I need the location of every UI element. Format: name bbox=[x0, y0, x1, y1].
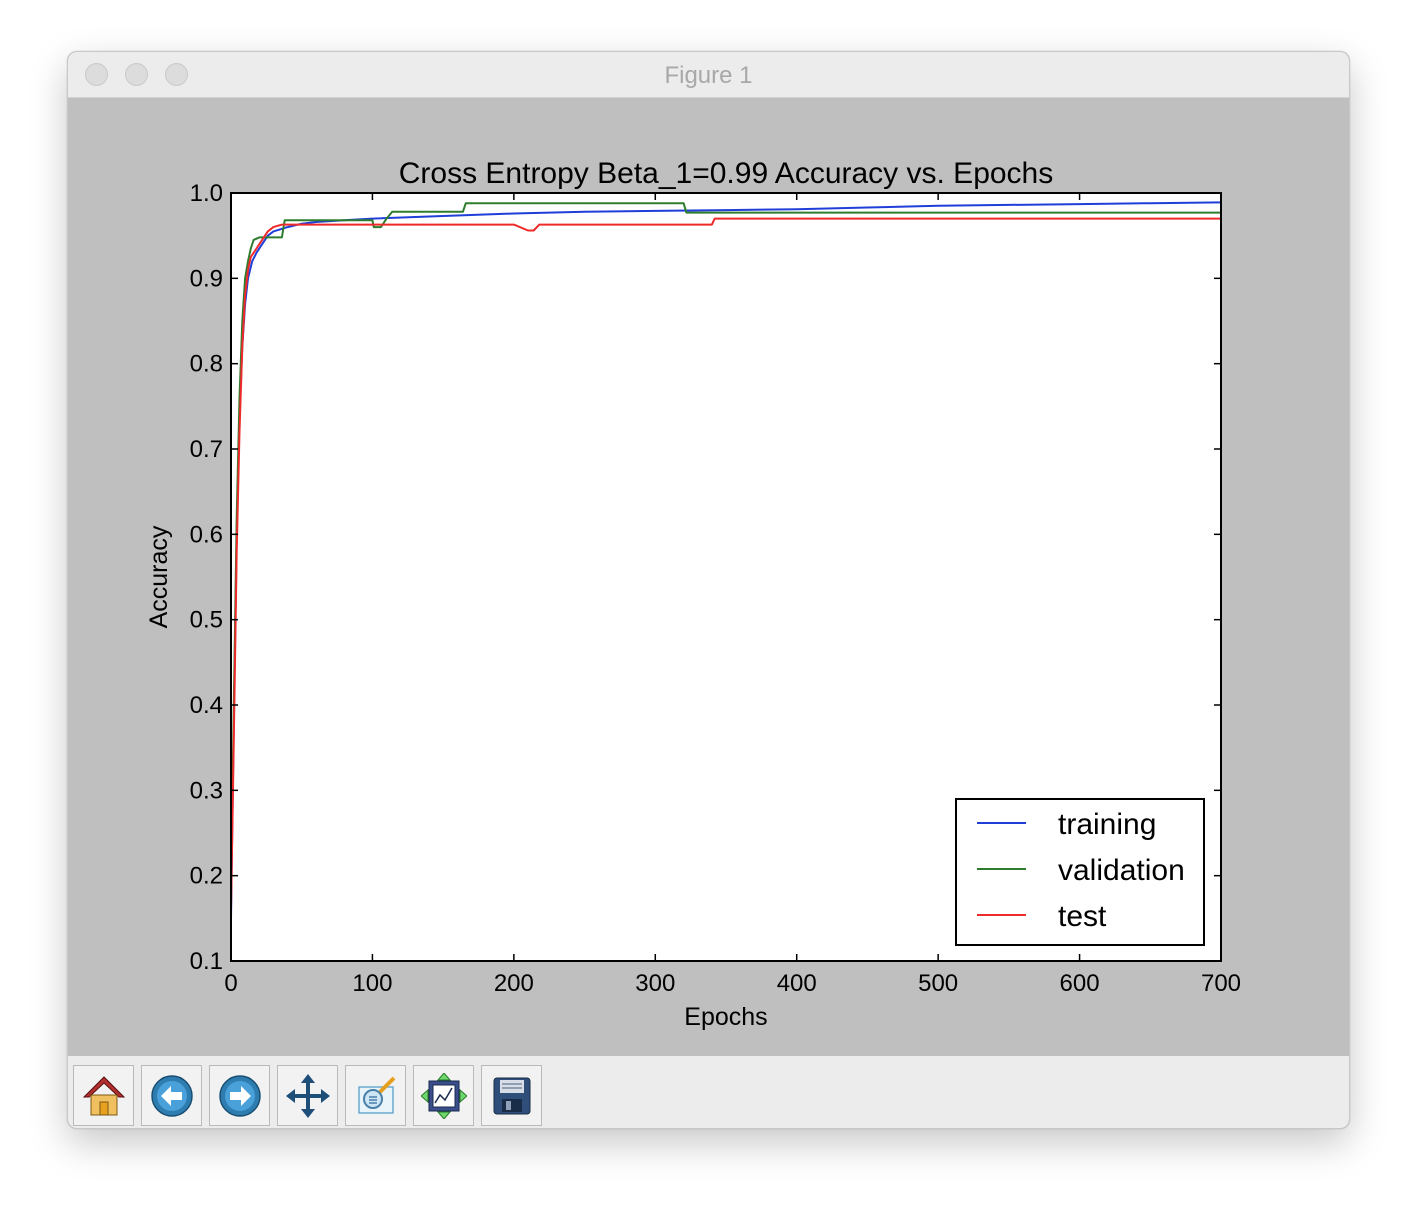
x-tick-label: 700 bbox=[1201, 970, 1241, 997]
subplots-config-icon bbox=[421, 1073, 467, 1119]
legend-label-test: test bbox=[1058, 900, 1107, 933]
configure-subplots-button[interactable] bbox=[413, 1065, 474, 1126]
minimize-window-button[interactable] bbox=[125, 63, 148, 86]
figure-window: Figure 1 0 100 200 300 400 500 600 700 0.1 0.2 0.3… bbox=[67, 51, 1350, 1129]
y-tick-label: 1.0 bbox=[190, 180, 223, 207]
zoom-rect-icon bbox=[358, 1076, 396, 1114]
chart: 0 100 200 300 400 500 600 700 0.1 0.2 0.3 0.4 0.5 0.6… bbox=[145, 157, 1241, 1031]
figure-canvas: 0 100 200 300 400 500 600 700 0.1 0.2 0.3 0.4 0.5 0.6… bbox=[68, 98, 1349, 1056]
home-icon bbox=[82, 1076, 126, 1116]
save-button[interactable] bbox=[481, 1065, 542, 1126]
zoom-window-button[interactable] bbox=[165, 63, 188, 86]
series-line-test bbox=[231, 217, 1221, 910]
chart-title: Cross Entropy Beta_1=0.99 Accuracy vs. E… bbox=[399, 157, 1054, 190]
window-title: Figure 1 bbox=[664, 62, 753, 89]
y-tick-label: 0.8 bbox=[190, 351, 223, 378]
series-layer bbox=[231, 201, 1221, 919]
home-button[interactable] bbox=[73, 1065, 134, 1126]
x-axis-label: Epochs bbox=[684, 1003, 767, 1031]
title-bar: Figure 1 bbox=[68, 52, 1349, 98]
legend: training validation test bbox=[955, 798, 1205, 946]
pan-arrows-icon bbox=[286, 1074, 330, 1118]
x-tick-label: 400 bbox=[777, 970, 817, 997]
x-tick-label: 200 bbox=[494, 970, 534, 997]
y-tick-label: 0.3 bbox=[190, 777, 223, 804]
y-tick-label: 0.2 bbox=[190, 863, 223, 890]
y-tick-label: 0.4 bbox=[190, 692, 223, 719]
zoom-button[interactable] bbox=[345, 1065, 406, 1126]
navigation-toolbar bbox=[68, 1056, 1349, 1128]
back-arrow-icon bbox=[151, 1075, 193, 1117]
x-tick-label: 0 bbox=[224, 970, 237, 997]
back-button[interactable] bbox=[141, 1065, 202, 1126]
x-tick-label: 300 bbox=[635, 970, 675, 997]
legend-label-validation: validation bbox=[1058, 854, 1185, 887]
y-tick-label: 0.7 bbox=[190, 436, 223, 463]
y-tick-label: 0.9 bbox=[190, 265, 223, 292]
plot-frame bbox=[230, 192, 1222, 962]
pan-button[interactable] bbox=[277, 1065, 338, 1126]
y-tick-label: 0.6 bbox=[190, 521, 223, 548]
forward-arrow-icon bbox=[219, 1075, 261, 1117]
forward-button[interactable] bbox=[209, 1065, 270, 1126]
close-window-button[interactable] bbox=[85, 63, 108, 86]
ticks-layer: 0 100 200 300 400 500 600 700 0.1 0.2 0.3 0.4 0.5 0.6… bbox=[190, 180, 1241, 997]
x-tick-label: 500 bbox=[918, 970, 958, 997]
y-axis-label: Accuracy bbox=[145, 525, 173, 628]
save-floppy-icon bbox=[493, 1077, 531, 1115]
x-tick-label: 100 bbox=[352, 970, 392, 997]
y-tick-label: 0.5 bbox=[190, 607, 223, 634]
x-tick-label: 600 bbox=[1060, 970, 1100, 997]
legend-label-training: training bbox=[1058, 808, 1156, 841]
y-tick-label: 0.1 bbox=[190, 948, 223, 975]
